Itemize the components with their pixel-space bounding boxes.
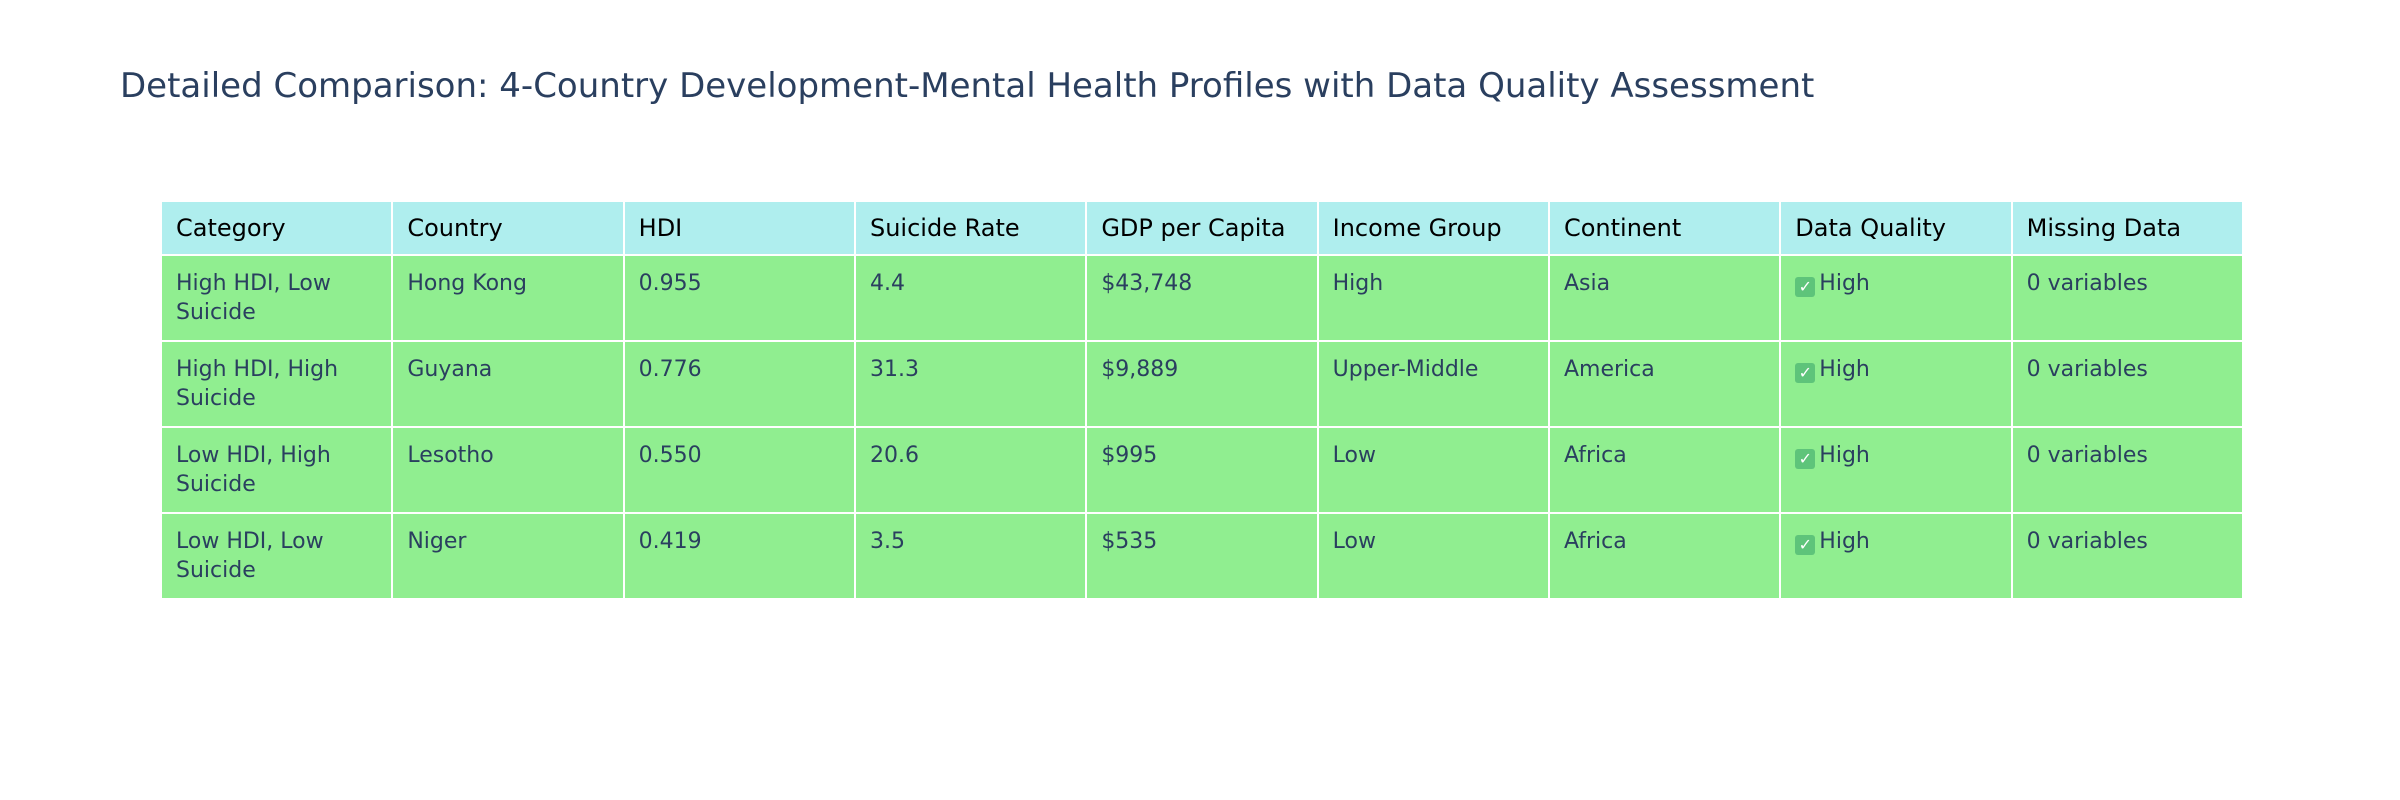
table-cell: $535 (1085, 512, 1319, 600)
table-cell: 0 variables (2010, 512, 2245, 600)
table-cell: 0.955 (622, 254, 856, 342)
check-box-icon: ✓ (1795, 535, 1816, 555)
data-quality-label: High (1819, 529, 1870, 554)
column-header: Category (159, 200, 394, 256)
table-cell: Low (1316, 426, 1550, 514)
table-cell: 0 variables (2010, 340, 2245, 428)
table-cell: ✓ High (1779, 426, 2013, 514)
table-cell: High (1316, 254, 1550, 342)
table-cell: 0.776 (622, 340, 856, 428)
table-cell: America (1547, 340, 1782, 428)
table-cell: 4.4 (853, 254, 1088, 342)
table-cell: Asia (1547, 254, 1782, 342)
column-header: GDP per Capita (1085, 200, 1319, 256)
data-quality-label: High (1819, 357, 1870, 382)
table-cell: Hong Kong (391, 254, 625, 342)
table-header-row: Category Country HDI Suicide Rate GDP pe… (159, 200, 2245, 256)
data-quality-label: High (1819, 271, 1870, 296)
table-cell: Niger (391, 512, 625, 600)
table-row: Low HDI, High Suicide Lesotho 0.550 20.6 $99… (159, 426, 2245, 514)
table-cell: ✓ High (1779, 340, 2013, 428)
table-cell: ✓ High (1779, 512, 2013, 600)
table-cell: 31.3 (853, 340, 1088, 428)
check-box-icon: ✓ (1795, 277, 1816, 297)
check-box-icon: ✓ (1795, 363, 1816, 383)
table-cell: Africa (1547, 512, 1782, 600)
table-body: High HDI, Low Suicide Hong Kong 0.955 4.4 $4… (159, 254, 2245, 600)
column-header: Suicide Rate (853, 200, 1088, 256)
table-cell: High HDI, High Suicide (159, 340, 394, 428)
column-header: Continent (1547, 200, 1782, 256)
data-quality-label: High (1819, 443, 1870, 468)
column-header: Income Group (1316, 200, 1550, 256)
table-cell: Upper-Middle (1316, 340, 1550, 428)
table-cell: 0 variables (2010, 426, 2245, 514)
table-row: Low HDI, Low Suicide Niger 0.419 3.5 $535 Low… (159, 512, 2245, 600)
table-cell: High HDI, Low Suicide (159, 254, 394, 342)
chart-title: Detailed Comparison: 4-Country Developme… (120, 66, 1815, 106)
table-cell: 20.6 (853, 426, 1088, 514)
table-row: High HDI, High Suicide Guyana 0.776 31.3 $9,… (159, 340, 2245, 428)
table-cell: 0.419 (622, 512, 856, 600)
table-row: High HDI, Low Suicide Hong Kong 0.955 4.4 $4… (159, 254, 2245, 342)
column-header: Country (391, 200, 625, 256)
table-cell: 3.5 (853, 512, 1088, 600)
table-cell: $995 (1085, 426, 1319, 514)
table-cell: Guyana (391, 340, 625, 428)
table-cell: 0.550 (622, 426, 856, 514)
table-cell: Low (1316, 512, 1550, 600)
comparison-table: Category Country HDI Suicide Rate GDP pe… (159, 200, 2245, 600)
table-cell: Low HDI, High Suicide (159, 426, 394, 514)
table-cell: Lesotho (391, 426, 625, 514)
column-header: Missing Data (2010, 200, 2245, 256)
table-cell: Africa (1547, 426, 1782, 514)
check-box-icon: ✓ (1795, 449, 1816, 469)
table-cell: $9,889 (1085, 340, 1319, 428)
table-cell: 0 variables (2010, 254, 2245, 342)
table-cell: Low HDI, Low Suicide (159, 512, 394, 600)
column-header: Data Quality (1779, 200, 2013, 256)
column-header: HDI (622, 200, 856, 256)
table-cell: $43,748 (1085, 254, 1319, 342)
table-cell: ✓ High (1779, 254, 2013, 342)
